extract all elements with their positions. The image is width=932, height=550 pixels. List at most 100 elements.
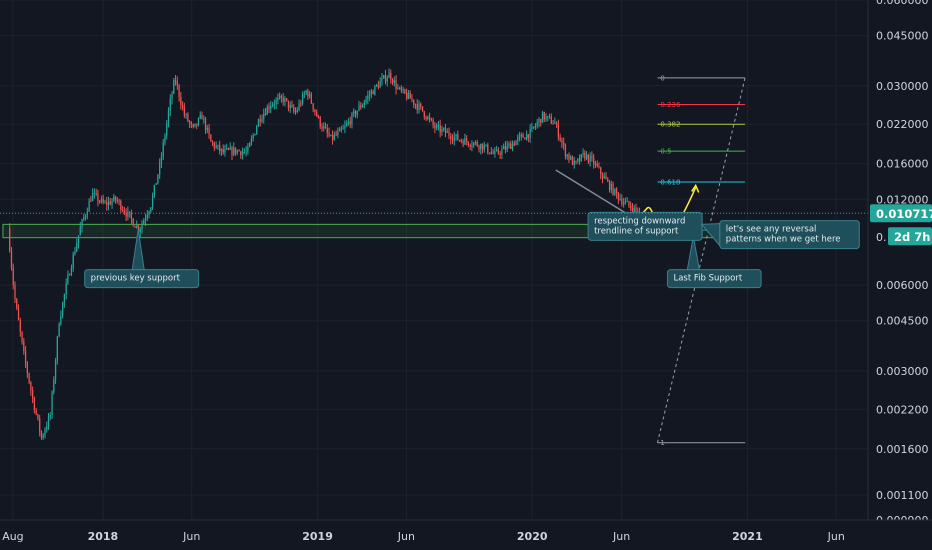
candle-body	[224, 149, 226, 153]
candle-body	[420, 103, 422, 107]
candle-body	[206, 127, 208, 130]
candle-body	[139, 229, 141, 232]
candle-body	[386, 78, 388, 82]
candle-body	[480, 143, 482, 150]
candle-body	[476, 141, 478, 146]
candle-body	[132, 218, 134, 226]
candle-body	[360, 105, 362, 108]
candle-body	[428, 116, 431, 119]
candle-body	[19, 320, 21, 332]
candle-body	[141, 223, 143, 230]
last-price-tag	[870, 204, 932, 223]
candle-body	[268, 106, 270, 109]
candle-body	[600, 167, 602, 175]
price-tick-label: 0.012000	[876, 193, 929, 206]
candle-body	[596, 163, 598, 167]
candle-body	[323, 126, 325, 129]
candle-body	[414, 104, 417, 106]
candle-body	[594, 163, 597, 165]
candle-body	[271, 104, 274, 106]
candle-body	[173, 79, 175, 94]
candle-body	[238, 150, 240, 152]
candle-body	[365, 98, 367, 103]
candle-body	[584, 152, 586, 159]
candle-body	[379, 81, 381, 88]
candle-body	[460, 140, 462, 142]
time-tick-label: 2018	[88, 530, 119, 543]
candle-body	[540, 118, 542, 123]
candle-body	[314, 109, 316, 113]
callout[interactable]: Last Fib Support	[666, 236, 762, 289]
candle-body	[166, 123, 168, 136]
candle-body	[621, 198, 623, 205]
candle-body	[349, 121, 351, 125]
candle-body	[402, 89, 404, 91]
candle-body	[17, 308, 20, 321]
price-tick-label: 0.006000	[876, 279, 929, 292]
candle-body	[56, 336, 58, 360]
candle-body	[326, 128, 328, 133]
time-tick-label: Aug	[2, 530, 23, 543]
candle-body	[300, 103, 302, 105]
candle-body	[483, 145, 485, 150]
candle-body	[589, 155, 591, 162]
time-axis[interactable]: Aug 2018 Jun 2019 Jun 2020 Jun 2021 Jun	[0, 519, 932, 550]
callout[interactable]: previous key support	[84, 229, 200, 289]
time-tick-label: Jun	[182, 530, 200, 543]
candle-body	[457, 134, 459, 141]
candle-body	[201, 115, 203, 120]
candle-body	[284, 98, 286, 102]
candle-body	[159, 162, 161, 175]
candle-body	[356, 110, 358, 116]
candle-body	[474, 141, 477, 143]
candle-body	[233, 147, 235, 155]
candle-body	[197, 118, 200, 126]
candle-body	[413, 99, 415, 105]
candle-body	[107, 201, 110, 206]
candle-body	[367, 95, 369, 99]
callouts[interactable]: previous key support Last Fib Support resp…	[84, 211, 860, 289]
candle-body	[90, 200, 92, 202]
candle-body	[571, 156, 574, 165]
candle-body	[167, 110, 170, 124]
candle-body	[40, 431, 43, 438]
candle-body	[256, 126, 258, 134]
candle-body	[301, 94, 304, 104]
candle-body	[296, 109, 298, 112]
candle-body	[111, 201, 113, 205]
candle-body	[363, 102, 365, 105]
candle-body	[30, 382, 32, 391]
candle-body	[384, 75, 387, 82]
candle-body	[222, 148, 224, 153]
candle-body	[337, 131, 339, 135]
fib-level-label: 1	[660, 439, 664, 447]
candle-body	[9, 228, 11, 252]
candle-body	[93, 192, 96, 194]
time-tick-label: 2020	[517, 530, 548, 543]
candle-body	[174, 79, 177, 82]
candle-body	[508, 143, 510, 146]
candle-body	[591, 155, 593, 158]
candle-body	[69, 274, 71, 276]
candle-body	[44, 430, 46, 436]
candle-body	[91, 193, 94, 202]
price-axis[interactable]: 0.060000 0.045000 0.030000 0.022000 0.016000…	[867, 0, 932, 550]
candle-body	[250, 138, 253, 144]
candle-body	[210, 134, 212, 142]
candle-body	[42, 435, 44, 438]
candle-body	[277, 98, 279, 101]
candle-body	[65, 283, 67, 295]
candle-body	[499, 153, 501, 155]
candle-body	[397, 87, 399, 89]
fib-level-label: 0.382	[660, 121, 680, 129]
candle-body	[137, 225, 140, 232]
candle-body	[67, 274, 69, 284]
candle-body	[444, 128, 447, 133]
candle-body	[593, 157, 595, 165]
candle-body	[492, 152, 494, 154]
candle-body	[503, 146, 505, 150]
candle-body	[307, 90, 309, 97]
